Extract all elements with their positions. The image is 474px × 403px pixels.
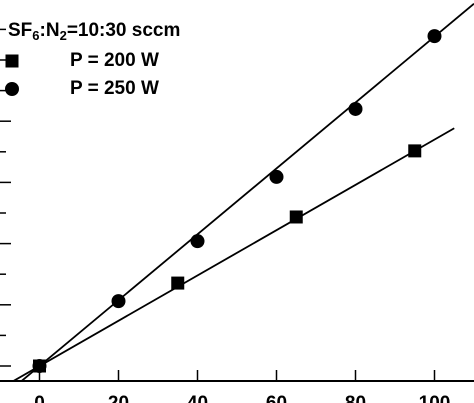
x-tick-label: 20: [108, 393, 129, 403]
legend-title-part: SF: [8, 20, 32, 41]
legend-title-part: :N: [40, 20, 60, 41]
legend-marker: [5, 82, 19, 96]
data-point: [348, 101, 363, 116]
legend-marker: [5, 54, 19, 68]
legend-label: P = 200 W: [70, 50, 159, 71]
x-tick-label: 80: [345, 393, 366, 403]
fit-line: [20, 3, 474, 381]
x-tick-label: 100: [419, 393, 451, 403]
legend-title-part: =10:30 sccm: [67, 20, 181, 41]
x-tick-label: 40: [187, 393, 208, 403]
x-tick-label: 0: [34, 393, 45, 403]
plot-area: [11, 3, 474, 381]
legend-label: P = 250 W: [70, 78, 159, 99]
data-point: [111, 294, 126, 309]
data-point: [171, 276, 185, 290]
data-point: [289, 210, 303, 224]
legend-title: SF6:N2=10:30 sccm: [8, 20, 180, 43]
data-point: [190, 234, 205, 249]
data-point: [32, 359, 47, 373]
data-point: [269, 169, 284, 184]
data-point: [408, 144, 422, 158]
legend-title-sub: 6: [32, 28, 39, 43]
data-point: [427, 29, 442, 44]
legend-title-sub: 2: [60, 28, 67, 43]
fit-line: [11, 127, 455, 381]
x-tick-label: 60: [266, 393, 287, 403]
